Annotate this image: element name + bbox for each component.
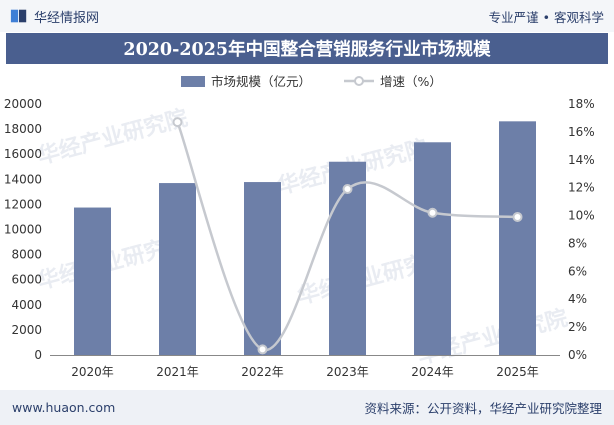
growth-rate-point[interactable] [342,184,353,195]
legend-swatch-bar [181,76,205,87]
chart-title: 2020-2025年中国整合营销服务行业市场规模 [6,33,608,64]
website-link[interactable]: www.huaon.com [12,400,116,415]
growth-rate-point[interactable] [512,211,523,222]
x-tick-label: 2020年 [71,365,114,379]
y-right-tick-label: 0% [568,348,587,362]
x-tick-label: 2023年 [326,365,369,379]
y-left-tick-label: 0 [34,348,42,362]
footer: www.huaon.com 资料来源：公开资料，华经产业研究院整理 [0,390,614,425]
y-left-tick-label: 12000 [4,197,42,211]
source-note: 资料来源：公开资料，华经产业研究院整理 [364,401,602,416]
legend-label-growth: 增速（%） [380,74,442,89]
x-tick-label: 2024年 [411,365,454,379]
y-left-tick-label: 8000 [11,248,42,262]
combo-chart: 华经产业研究院华经产业研究院华经产业研究院华经产业研究院华经产业研究院 市场规模… [4,74,595,379]
huajing-logo-icon [10,9,27,23]
slogan: 专业严谨 • 客观科学 [488,9,604,25]
bar-market-size[interactable] [499,121,536,355]
y-left-tick-label: 6000 [11,273,42,287]
bar-market-size[interactable] [414,142,451,355]
y-left-tick-label: 16000 [4,147,42,161]
y-left-tick-label: 4000 [11,298,42,312]
y-right-tick-label: 8% [568,236,587,250]
y-right-tick-label: 18% [568,97,595,111]
x-tick-label: 2022年 [241,365,284,379]
bar-market-size[interactable] [159,183,196,355]
y-left-tick-label: 14000 [4,172,42,186]
chart-area: 华经产业研究院华经产业研究院华经产业研究院华经产业研究院华经产业研究院 市场规模… [0,64,614,389]
growth-rate-point[interactable] [427,207,438,218]
y-left-tick-label: 10000 [4,223,42,237]
y-left-tick-label: 18000 [4,122,42,136]
y-right-tick-label: 4% [568,292,587,306]
x-tick-label: 2025年 [496,365,539,379]
y-right-tick-label: 14% [568,153,595,167]
x-tick-label: 2021年 [156,365,199,379]
brand-name: 华经情报网 [34,10,100,26]
y-right-tick-label: 6% [568,264,587,278]
growth-rate-line [176,121,518,351]
legend-label-market-size: 市场规模（亿元） [211,74,311,89]
y-right-tick-label: 16% [568,125,595,139]
bar-market-size[interactable] [244,182,281,355]
y-left-tick-label: 2000 [11,323,42,337]
y-left-tick-label: 20000 [4,97,42,111]
growth-rate-point[interactable] [172,117,183,128]
watermark-text: 华经产业研究院 [35,105,190,170]
legend-marker-growth [354,76,364,86]
y-right-tick-label: 10% [568,209,595,223]
brand: 华经情报网 [10,7,99,26]
y-right-tick-label: 12% [568,181,595,195]
y-right-tick-label: 2% [568,320,587,334]
top-bar: 华经情报网 专业严谨 • 客观科学 [0,0,614,32]
bar-market-size[interactable] [74,207,111,355]
growth-rate-point[interactable] [257,344,268,355]
